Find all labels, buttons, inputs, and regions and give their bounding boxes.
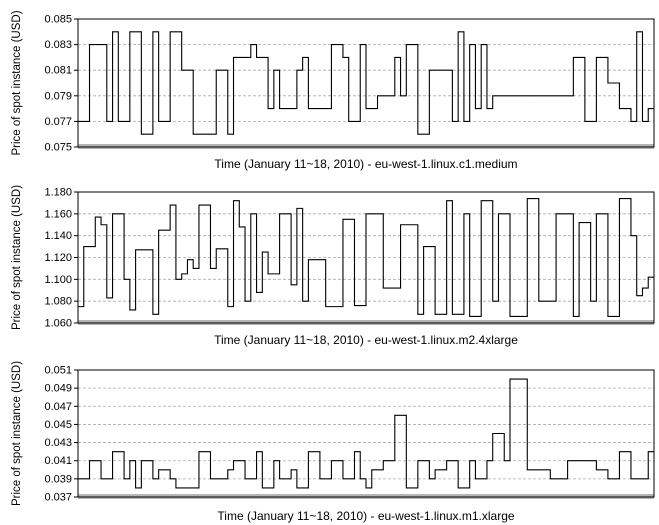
x-axis-label: Time (January 11~18, 2010) - eu-west-1.l… <box>214 333 518 347</box>
y-tick-label: 0.037 <box>44 492 72 504</box>
y-tick-label: 1.120 <box>44 252 72 264</box>
y-tick-label: 0.049 <box>44 383 72 395</box>
y-tick-label: 1.140 <box>44 230 72 242</box>
y-tick-label: 0.043 <box>44 437 72 449</box>
y-tick-label: 0.083 <box>44 39 72 51</box>
y-axis-label: Price of spot instance (USD) <box>11 185 23 330</box>
plot-frame <box>77 369 655 498</box>
y-tick-label: 0.081 <box>44 65 72 77</box>
y-axis-label: Price of spot instance (USD) <box>11 10 23 155</box>
chart-panel-2: 1.060 1.080 1.100 1.120 1.140 1.160 1.180 Price… <box>11 185 655 347</box>
y-tick-label: 1.080 <box>44 296 72 308</box>
y-tick-label: 0.045 <box>44 419 72 431</box>
y-tick-label: 0.085 <box>44 14 72 26</box>
y-tick-label: 0.077 <box>44 116 72 128</box>
y-tick-label: 0.047 <box>44 401 72 413</box>
y-tick-label: 0.075 <box>44 142 72 154</box>
plot-frame <box>77 191 655 324</box>
y-tick-label: 1.180 <box>44 187 72 199</box>
y-tick-label: 1.160 <box>44 208 72 220</box>
x-axis-label: Time (January 11~18, 2010) - eu-west-1.l… <box>214 157 517 171</box>
x-axis-label: Time (January 11~18, 2010) - eu-west-1.l… <box>217 509 514 523</box>
y-axis-label: Price of spot instance (USD) <box>11 361 23 506</box>
price-series-line <box>78 378 654 489</box>
chart-panel-3: 0.037 0.039 0.041 0.043 0.045 0.047 0.049 0.051… <box>11 361 655 523</box>
y-tick-label: 0.039 <box>44 473 72 485</box>
y-tick-label: 1.100 <box>44 274 72 286</box>
y-tick-label: 1.060 <box>44 318 72 330</box>
y-tick-label: 0.051 <box>44 365 72 377</box>
price-series-line <box>78 31 654 135</box>
plot-frame <box>77 18 655 148</box>
price-series-line <box>78 198 654 317</box>
y-tick-label: 0.041 <box>44 455 72 467</box>
y-tick-label: 0.079 <box>44 90 72 102</box>
chart-panel-1: 0.075 0.077 0.079 0.081 0.083 0.085 Price of s… <box>11 10 655 171</box>
